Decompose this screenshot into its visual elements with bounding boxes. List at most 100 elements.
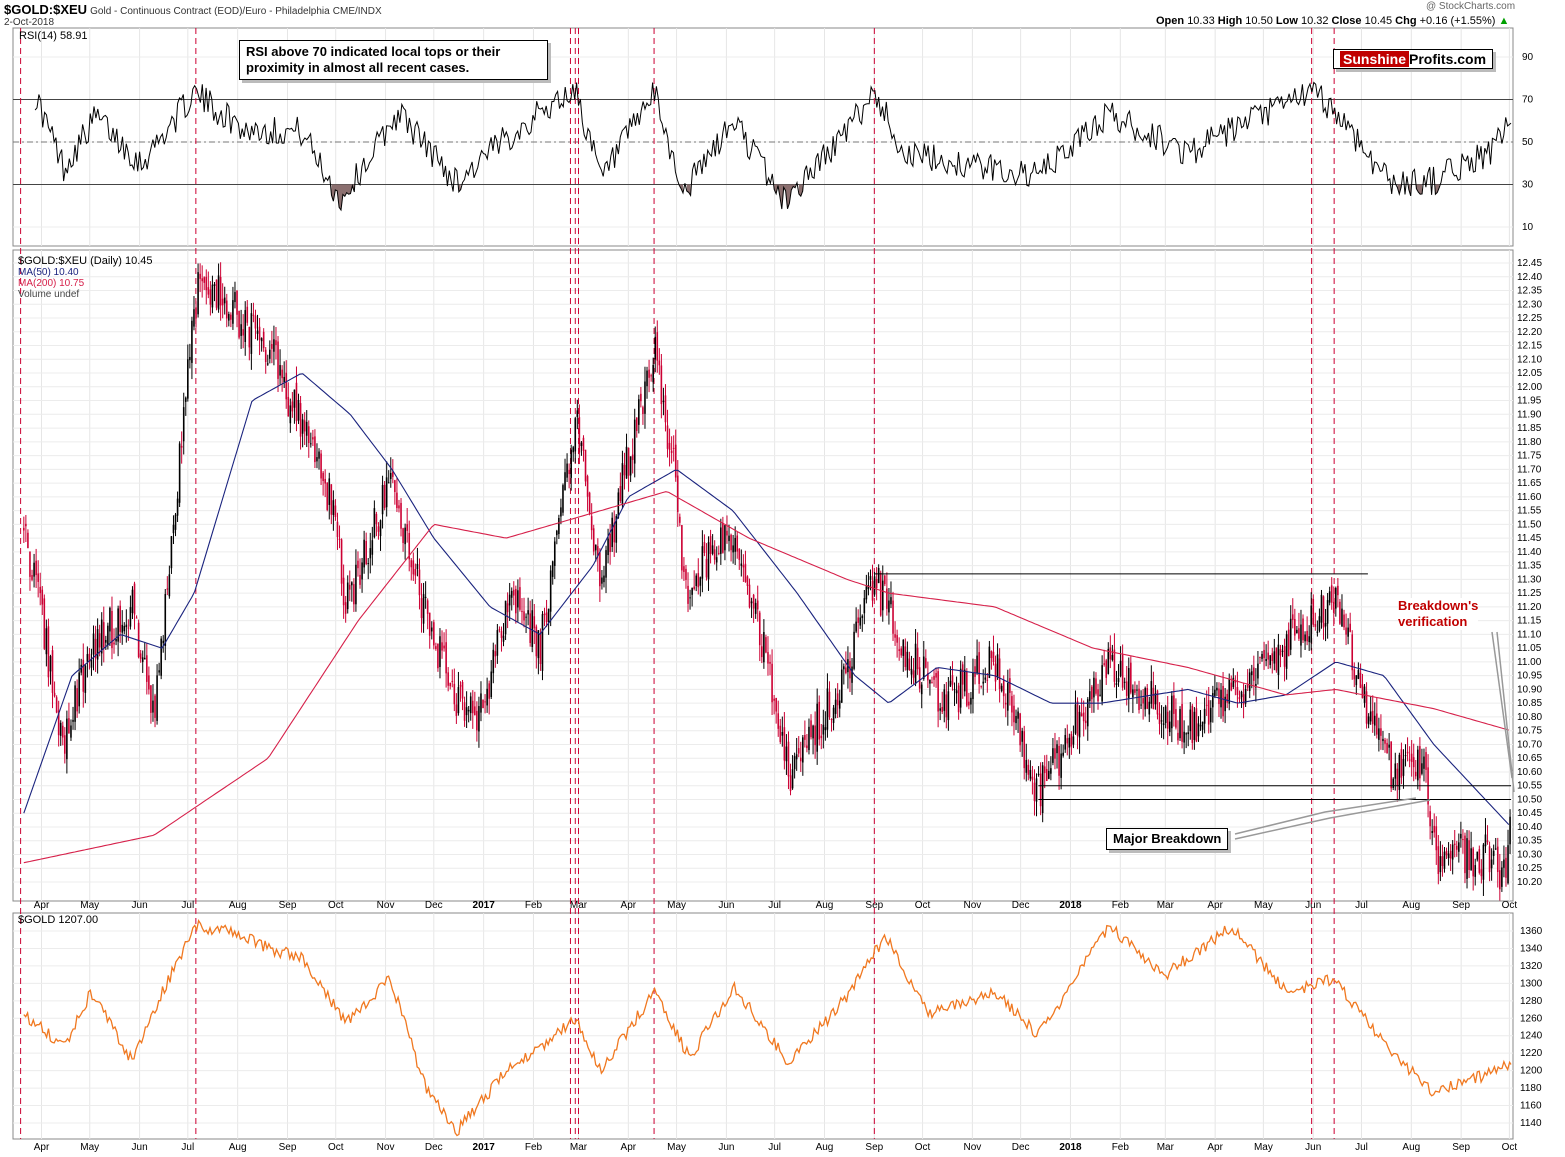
rsi-oversold-fill [1397, 184, 1402, 195]
price-tick-label: 10.75 [1517, 726, 1542, 737]
candle-body [974, 666, 976, 677]
candle-body [1296, 629, 1298, 634]
month-tick-label: May [80, 1142, 99, 1153]
candle-body [305, 421, 308, 436]
candle-body [1103, 663, 1105, 665]
candle-body [654, 336, 657, 360]
candle-body [656, 332, 659, 361]
candle-body [625, 446, 628, 479]
candle-body [127, 627, 130, 629]
candle-body [601, 577, 603, 584]
candle-body [61, 725, 64, 738]
price-tick-label: 10.30 [1517, 849, 1542, 860]
candle-body [572, 447, 575, 453]
candle-body [53, 692, 56, 697]
rsi-oversold-fill [1435, 184, 1440, 195]
candle-body [1004, 702, 1007, 705]
price-tick-label: 12.35 [1517, 286, 1542, 297]
candle-body [476, 710, 478, 731]
month-tick-label: Aug [229, 900, 247, 911]
candle-body [297, 400, 300, 421]
month-tick-label: Jul [1355, 900, 1368, 911]
candle-body [980, 685, 982, 687]
rsi-oversold-fill [774, 184, 796, 210]
gold-tick-label: 1340 [1520, 943, 1543, 954]
candle-body [240, 324, 242, 336]
candle-body [1197, 723, 1200, 737]
price-tick-label: 11.40 [1517, 547, 1542, 558]
candle-body [332, 500, 335, 516]
candle-body [851, 666, 853, 683]
candle-body [1039, 773, 1042, 807]
ticker-description: Gold - Continuous Contract (EOD)/Euro - … [90, 6, 330, 17]
month-tick-label: Jul [1355, 1142, 1368, 1153]
month-tick-label: Nov [377, 900, 395, 911]
candle-body [1326, 600, 1329, 624]
price-tick-label: 11.10 [1517, 629, 1542, 640]
candle-body [1470, 848, 1472, 871]
candle-body [1486, 840, 1489, 843]
candle-body [426, 600, 429, 614]
month-tick-label: Apr [34, 900, 50, 911]
candle-body [49, 656, 52, 672]
candle-body [324, 478, 326, 484]
candle-body [1394, 763, 1397, 779]
price-tick-label: 11.35 [1517, 561, 1542, 572]
candle-body [816, 703, 818, 752]
verification-pointer [1491, 631, 1513, 779]
candle-body [925, 658, 927, 668]
gold-legend: $GOLD 1207.00 [18, 914, 99, 926]
candle-body [652, 364, 654, 383]
candle-body [578, 417, 581, 453]
candle-body [908, 658, 911, 670]
rsi-tick-label: 30 [1522, 180, 1534, 191]
candle-body [64, 735, 66, 754]
candle-body [33, 562, 35, 577]
gold-tick-label: 1220 [1520, 1048, 1543, 1059]
price-tick-label: 12.05 [1517, 368, 1542, 379]
candle-body [1355, 675, 1358, 686]
price-tick-label: 12.20 [1517, 327, 1542, 338]
candle-body [1392, 778, 1395, 788]
candle-body [193, 309, 195, 327]
candle-body [869, 576, 872, 580]
candle-body [98, 633, 101, 648]
candle-body [269, 349, 271, 359]
candle-body [791, 769, 794, 789]
candle-body [838, 700, 841, 709]
candle-body [232, 300, 234, 324]
high-value: 10.50 [1245, 15, 1273, 27]
candle-body [1173, 695, 1175, 714]
chart-header: $GOLD:$XEU Gold - Continuous Contract (E… [4, 2, 382, 17]
candle-body [824, 727, 827, 731]
candle-body [840, 669, 843, 703]
logo-part2: Profits.com [1409, 51, 1487, 67]
candle-body [1187, 732, 1190, 735]
candle-body [832, 707, 835, 723]
price-tick-label: 11.80 [1517, 437, 1542, 448]
candle-body [1294, 618, 1296, 636]
candle-body [170, 536, 173, 569]
candle-body [1275, 647, 1278, 671]
candle-body [439, 636, 441, 668]
candle-body [1414, 771, 1417, 777]
candle-body [912, 670, 915, 678]
candle-body [660, 365, 663, 405]
candle-body [367, 563, 370, 565]
candle-body [978, 652, 980, 684]
candle-body [80, 664, 83, 673]
candle-body [693, 586, 695, 589]
candle-body [248, 327, 251, 348]
month-tick-label: Feb [525, 900, 543, 911]
price-tick-label: 12.45 [1517, 258, 1542, 269]
candle-body [1160, 720, 1163, 722]
candle-body [1339, 601, 1341, 624]
candle-body [799, 757, 802, 762]
month-tick-label: Jun [1305, 900, 1321, 911]
candle-body [1146, 687, 1149, 709]
candle-body [160, 638, 162, 676]
candle-body [1499, 870, 1501, 890]
month-tick-label: Mar [570, 900, 588, 911]
candle-body [1203, 708, 1206, 724]
candle-body [1412, 757, 1415, 768]
